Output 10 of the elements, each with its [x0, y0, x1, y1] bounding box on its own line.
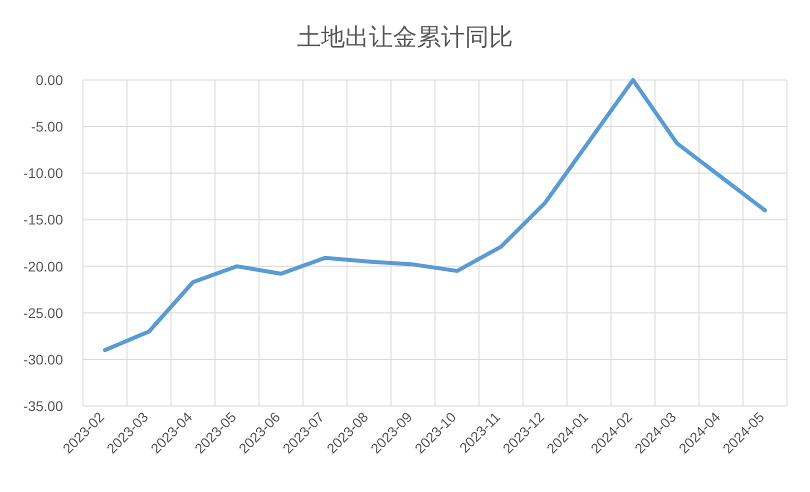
- chart-title: 土地出让金累计同比: [297, 24, 513, 51]
- y-tick-label: -25.00: [23, 304, 64, 321]
- y-tick-label: 0.00: [36, 72, 64, 88]
- y-tick-label: -35.00: [23, 398, 64, 414]
- y-tick-label: -10.00: [23, 165, 64, 182]
- y-tick-label: -30.00: [23, 351, 64, 368]
- y-tick-label: -5.00: [31, 118, 64, 135]
- y-tick-label: -15.00: [23, 212, 64, 228]
- line-series: [103, 78, 767, 352]
- y-tick-label: -20.00: [23, 258, 64, 274]
